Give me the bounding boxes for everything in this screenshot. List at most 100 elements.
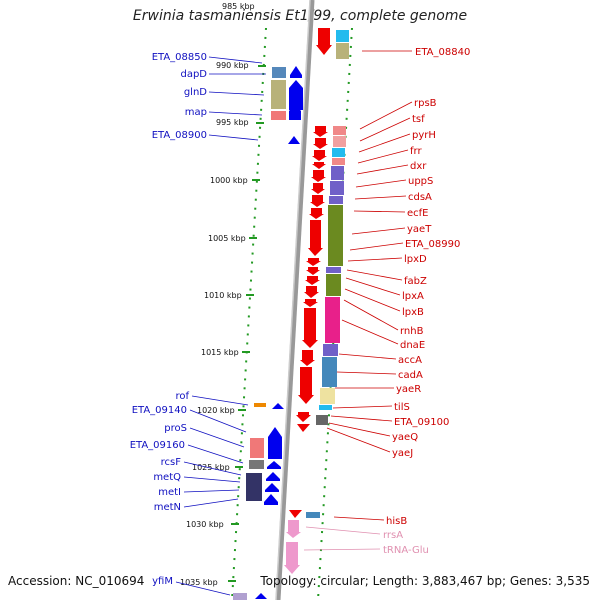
leader-line xyxy=(338,353,397,360)
reverse-gene-arrows xyxy=(289,28,332,518)
category-block xyxy=(336,43,349,59)
category-block xyxy=(316,415,328,425)
kbp-label: 1035 kbp xyxy=(180,578,218,587)
gene-arrow-yaeq xyxy=(297,424,310,432)
leader-line xyxy=(359,117,411,142)
kbp-label: 990 kbp xyxy=(216,61,249,70)
leader-line xyxy=(355,179,407,188)
gene-label: lpxD xyxy=(404,254,427,265)
gene-arrow-map xyxy=(289,104,301,120)
leader-line xyxy=(333,516,385,521)
gene-label: metI xyxy=(158,487,181,498)
kbp-label: 1005 kbp xyxy=(208,234,246,243)
page-title: Erwinia tasmaniensis Et1/99, complete ge… xyxy=(132,8,468,24)
leader-line xyxy=(187,444,244,464)
genome-backbone-highlight xyxy=(275,0,311,600)
category-block xyxy=(332,148,345,157)
gene-arrow-trna-glu xyxy=(284,542,300,574)
category-block xyxy=(246,473,262,501)
gene-label: lpxA xyxy=(402,291,424,302)
leader-line xyxy=(330,415,393,422)
gene-label: rrsA xyxy=(383,530,403,541)
gene-arrow-rrsa xyxy=(286,520,301,538)
category-block xyxy=(271,80,286,109)
leader-line xyxy=(328,422,391,437)
rna-gene-labels: rrsA tRNA-Glu xyxy=(383,530,429,556)
gene-arrow-pros xyxy=(268,427,282,459)
leader-line xyxy=(332,405,393,409)
category-block xyxy=(271,111,286,120)
leader-line xyxy=(351,227,406,235)
gene-label: tRNA-Glu xyxy=(383,545,429,556)
rna-gene-arrows xyxy=(284,520,301,574)
gene-arrow-rpsb xyxy=(313,126,328,137)
category-block xyxy=(331,166,344,180)
category-block xyxy=(250,438,264,458)
genome-backbone xyxy=(275,0,315,600)
left-leader-lines xyxy=(175,56,266,596)
gene-label: ecfE xyxy=(407,208,429,219)
leader-line xyxy=(347,257,403,262)
leader-line xyxy=(349,242,404,251)
gene-label: yaeJ xyxy=(392,448,413,459)
rna-leader-lines xyxy=(303,526,381,551)
leader-line xyxy=(345,277,401,296)
gene-arrow-frr xyxy=(312,162,326,169)
gene-label: ETA_08990 xyxy=(405,239,460,250)
kbp-label: 1000 kbp xyxy=(210,176,248,185)
gene-label: rof xyxy=(175,391,189,402)
right-gene-labels: ETA_08840 rpsB tsf pyrH frr dxr uppS cds… xyxy=(386,47,470,527)
gene-arrow-ecfe xyxy=(309,208,324,219)
gene-label: yaeT xyxy=(407,224,432,235)
category-block xyxy=(330,181,344,195)
kbp-label: 995 kbp xyxy=(216,118,249,127)
gene-arrow-yfim xyxy=(255,593,267,599)
gene-arrow-yaet xyxy=(308,220,323,256)
leader-line xyxy=(305,526,381,535)
gene-arrow-rof xyxy=(272,403,284,409)
gene-label: metQ xyxy=(153,472,181,483)
left-category-blocks xyxy=(233,67,286,600)
kbp-ticks: 990 kbp 995 kbp 1000 kbp 1005 kbp 1010 k… xyxy=(180,61,266,587)
gene-label: uppS xyxy=(408,176,433,187)
leader-line xyxy=(183,498,239,508)
genome-summary: Topology: circular; Length: 3,883,467 bp… xyxy=(260,574,590,588)
left-gene-labels: ETA_08850 dapD glnD map ETA_08900 rof ET… xyxy=(130,52,208,587)
gene-label: ETA_08840 xyxy=(415,47,470,58)
kbp-label: 1015 kbp xyxy=(201,348,239,357)
gene-label: ETA_08850 xyxy=(152,52,207,63)
gene-label: dnaE xyxy=(400,340,425,351)
gene-label: accA xyxy=(398,355,422,366)
leader-line xyxy=(189,427,245,448)
gene-arrow-pyrh xyxy=(312,150,327,161)
gene-arrow-tsf xyxy=(313,138,328,149)
gene-label: metN xyxy=(154,502,181,513)
category-block xyxy=(249,460,264,469)
category-block xyxy=(332,158,345,165)
leader-line xyxy=(189,409,247,433)
category-block xyxy=(326,267,341,273)
gene-label: pyrH xyxy=(412,130,436,141)
gene-arrow-lpxb xyxy=(304,286,319,298)
gene-arrow-tils xyxy=(296,412,311,422)
gene-arrow-lpxa xyxy=(305,276,320,285)
accession-label: Accession: NC_010694 xyxy=(8,574,145,588)
leader-line xyxy=(183,461,242,476)
gene-label: fabZ xyxy=(404,276,427,287)
leader-line xyxy=(208,91,265,96)
leader-line xyxy=(354,195,407,200)
gene-label: rnhB xyxy=(400,326,424,337)
forward-gene-arrows xyxy=(255,66,303,599)
leader-line xyxy=(344,288,401,312)
gene-label: glnD xyxy=(184,87,207,98)
gene-label: dapD xyxy=(180,69,207,80)
leader-line xyxy=(357,149,409,164)
gene-label: frr xyxy=(410,146,422,157)
gene-label: hisB xyxy=(386,516,407,527)
gene-arrow-dxr xyxy=(311,170,326,182)
category-block xyxy=(320,388,335,404)
gene-label: yaeQ xyxy=(392,432,418,443)
gene-label: tilS xyxy=(394,402,410,413)
category-block xyxy=(233,593,247,600)
